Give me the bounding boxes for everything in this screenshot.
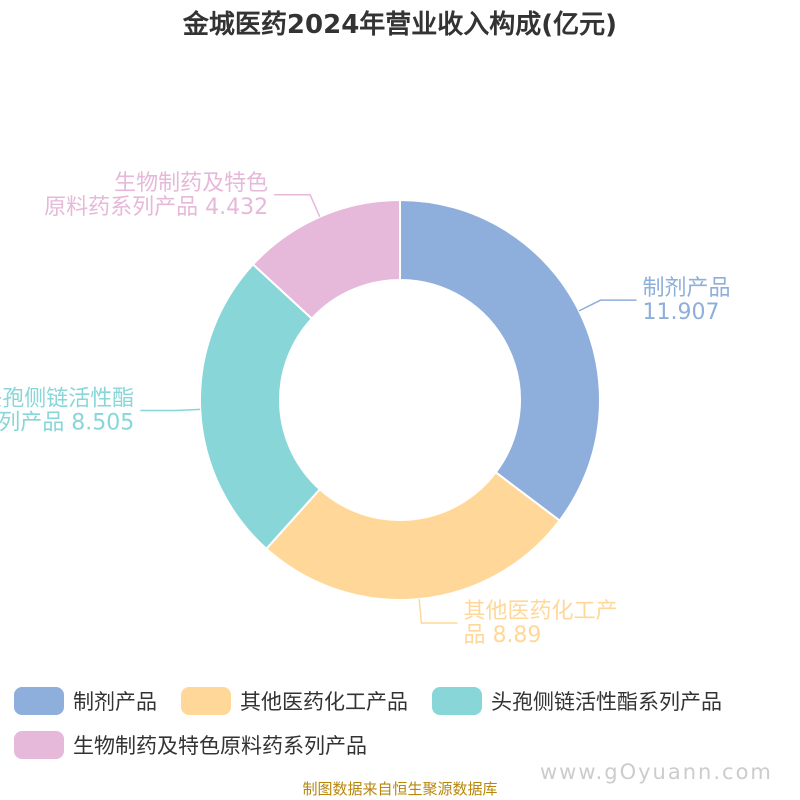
- legend: 制剂产品 其他医药化工产品 头孢侧链活性酯系列产品 生物制药及特色原料药系列产品: [14, 686, 800, 760]
- chart-title: 金城医药2024年营业收入构成(亿元): [182, 10, 618, 40]
- slice-biopharma[interactable]: [251, 198, 401, 321]
- data-label-biopharma: 生物制药及特色原料药系列产品 4.432: [44, 171, 268, 220]
- slice-cephalosporin[interactable]: [199, 262, 322, 551]
- legend-label: 其他医药化工产品: [240, 690, 408, 714]
- legend-swatch: [14, 687, 64, 715]
- legend-item-other-chemicals[interactable]: 其他医药化工产品: [181, 686, 408, 716]
- leader-line-cephalosporin: [140, 408, 201, 412]
- legend-label: 制剂产品: [73, 690, 157, 714]
- legend-label: 头孢侧链活性酯系列产品: [491, 690, 722, 714]
- data-label-zhiji: 制剂产品 11.907: [643, 276, 731, 325]
- source-note: 制图数据来自恒生聚源数据库: [302, 780, 498, 798]
- legend-item-biopharma[interactable]: 生物制药及特色原料药系列产品: [14, 730, 367, 760]
- legend-swatch: [181, 687, 231, 715]
- legend-item-zhiji[interactable]: 制剂产品: [14, 686, 157, 716]
- leader-line-biopharma: [274, 194, 321, 218]
- legend-label: 生物制药及特色原料药系列产品: [73, 734, 367, 758]
- legend-item-cephalosporin[interactable]: 头孢侧链活性酯系列产品: [432, 686, 722, 716]
- leader-line-zhiji: [578, 299, 637, 312]
- leader-line-other-chemicals: [418, 599, 458, 624]
- slice-other-chemicals[interactable]: [264, 470, 561, 601]
- watermark: www.gOyuann.com: [540, 760, 773, 784]
- slice-zhiji[interactable]: [399, 198, 601, 522]
- data-label-other-chemicals: 其他医药化工产品 8.89: [463, 599, 617, 648]
- data-label-cephalosporin: 头孢侧链活性酯系列产品 8.505: [0, 386, 134, 435]
- legend-swatch: [432, 687, 482, 715]
- legend-swatch: [14, 731, 64, 759]
